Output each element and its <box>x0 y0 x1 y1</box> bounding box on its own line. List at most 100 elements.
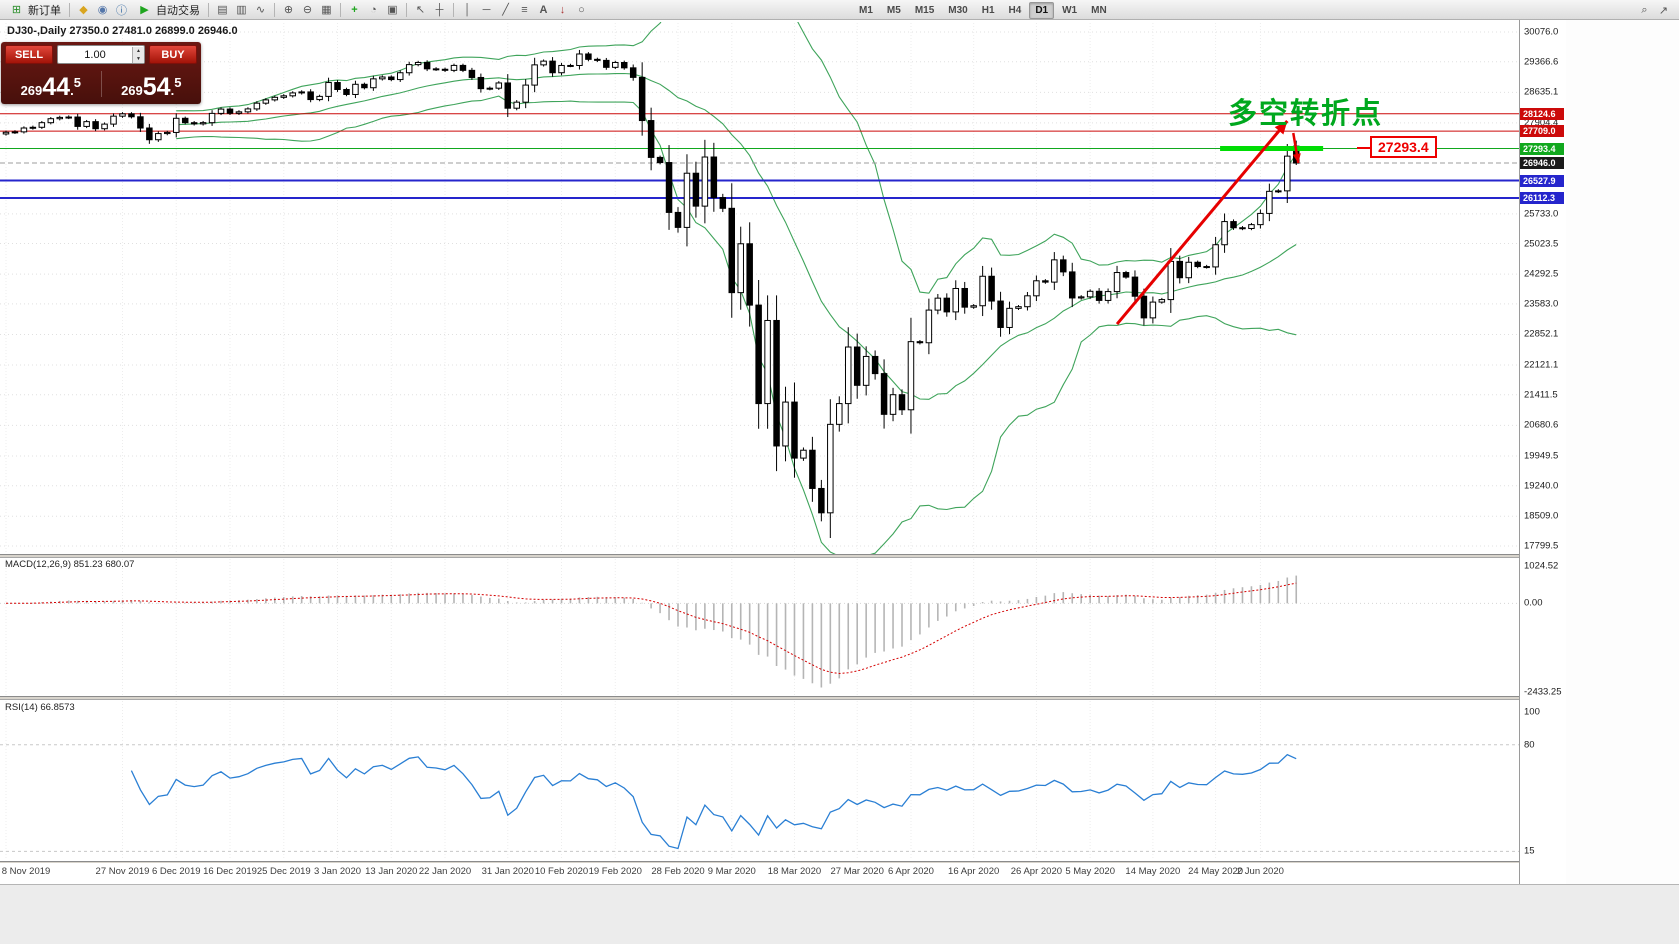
new-order-label: 新订单 <box>28 4 61 17</box>
price-tick-label: 17799.5 <box>1524 540 1559 552</box>
toolbar-separator <box>69 2 70 17</box>
sell-button[interactable]: SELL <box>5 45 53 64</box>
profile-icon[interactable]: ◉ <box>97 4 108 16</box>
period-icon[interactable]: ◔ <box>370 3 377 16</box>
date-label: 24 May 2020 <box>1188 866 1244 877</box>
chart-title-ohlc: DJ30-,Daily 27350.0 27481.0 26899.0 2694… <box>7 25 238 37</box>
timeframe-mn[interactable]: MN <box>1091 4 1107 16</box>
zoom-out-icon[interactable]: ⊖ <box>302 4 313 16</box>
line-chart-icon[interactable]: ∿ <box>255 4 266 16</box>
timeframe-m1[interactable]: M1 <box>859 4 873 16</box>
buy-button[interactable]: BUY <box>149 45 197 64</box>
toolbar-separator <box>340 2 341 17</box>
right-margin <box>1566 20 1679 884</box>
indicators-icon[interactable]: + <box>351 3 358 16</box>
volume-stepper[interactable]: 1.00 ▲ ▼ <box>57 45 145 64</box>
date-label: 18 Mar 2020 <box>767 866 822 877</box>
price-level-label: 26112.3 <box>1520 191 1564 204</box>
date-label: 26 Apr 2020 <box>1010 866 1063 877</box>
pointer-icon[interactable]: ↗ <box>1658 4 1669 17</box>
horizontal-line-icon[interactable]: ─ <box>482 3 491 16</box>
template-icon[interactable]: ▣ <box>387 4 398 16</box>
volume-increase-button[interactable]: ▲ <box>133 46 144 55</box>
volume-input[interactable]: 1.00 <box>84 48 106 61</box>
timeframe-m15[interactable]: M15 <box>914 4 935 16</box>
tile-windows-icon[interactable]: ▦ <box>321 4 332 16</box>
price-level-label: 27709.0 <box>1520 125 1564 138</box>
time-axis-border <box>0 861 1566 863</box>
toolbar-separator <box>274 2 275 17</box>
macd-indicator-label: MACD(12,26,9) 851.23 680.07 <box>5 559 135 570</box>
date-label: 27 Nov 2019 <box>95 866 150 877</box>
timeframe-d1[interactable]: D1 <box>1029 1 1055 19</box>
price-chart[interactable] <box>0 20 1519 884</box>
price-level-label: 26527.9 <box>1520 174 1564 187</box>
current-price-label: 26946.0 <box>1520 157 1564 170</box>
new-order-button[interactable]: ⊞ 新订单 <box>3 1 65 19</box>
volume-decrease-button[interactable]: ▼ <box>133 54 144 63</box>
vertical-line-icon[interactable]: │ <box>464 3 471 16</box>
zoom-in-icon[interactable]: ⊕ <box>283 4 294 16</box>
toolbar-separator <box>406 2 407 17</box>
volume-spinner: ▲ ▼ <box>132 46 144 63</box>
date-label: 6 Apr 2020 <box>887 866 934 877</box>
toolbar-separator <box>208 2 209 17</box>
rsi-scale-label: 100 <box>1524 706 1540 718</box>
news-icon[interactable]: ⓘ <box>116 4 127 17</box>
date-label: 3 Jan 2020 <box>314 866 362 877</box>
rsi-indicator-label: RSI(14) 66.8573 <box>5 702 75 713</box>
mql-community-icon[interactable]: ◆ <box>79 4 88 16</box>
timeframe-group: M1 M5 M15 M30 H1 H4 D1 W1 MN <box>852 1 1114 19</box>
date-label: 22 Jan 2020 <box>418 866 472 877</box>
rsi-scale-label: 80 <box>1524 739 1535 751</box>
timeframe-h4[interactable]: H4 <box>1008 4 1022 16</box>
price-tick-label: 22852.1 <box>1524 328 1559 340</box>
rsi-pane <box>0 744 1519 852</box>
price-tick-label: 20680.6 <box>1524 419 1559 431</box>
date-label: 28 Feb 2020 <box>651 866 705 877</box>
candlestick-chart-icon[interactable]: ▥ <box>236 4 247 16</box>
price-scale-border <box>1519 20 1520 884</box>
date-label: 27 Mar 2020 <box>830 866 884 877</box>
sell-price: 26944.5 <box>20 73 81 101</box>
bar-chart-icon[interactable]: ▤ <box>217 4 228 16</box>
date-label: 6 Dec 2019 <box>151 866 201 877</box>
pane-separator[interactable] <box>0 554 1566 558</box>
text-tool-icon[interactable]: A <box>539 3 548 16</box>
price-divider <box>100 71 102 97</box>
price-callout-label[interactable]: 27293.4 <box>1357 136 1437 158</box>
timeframe-m30[interactable]: M30 <box>948 4 968 16</box>
autotrade-play-icon: ▶ <box>140 4 149 16</box>
price-tick-label: 22121.1 <box>1524 359 1559 371</box>
date-label: 25 Dec 2019 <box>256 866 311 877</box>
price-tick-label: 27904.4 <box>1524 117 1559 129</box>
timeframe-w1[interactable]: W1 <box>1062 4 1078 16</box>
timeframe-m5[interactable]: M5 <box>886 4 901 16</box>
crosshair-icon[interactable]: ┼ <box>435 3 444 16</box>
bollinger-bands <box>176 22 1297 554</box>
price-tick-label: 28635.1 <box>1524 86 1559 98</box>
date-label: 2 Jun 2020 <box>1236 866 1284 877</box>
magnifier-icon[interactable]: ⌕ <box>1641 3 1648 16</box>
trend-arrow <box>1115 120 1301 326</box>
autotrade-button[interactable]: ▶ 自动交易 <box>131 1 204 19</box>
shapes-icon[interactable]: ○ <box>578 3 585 16</box>
date-label: 8 Nov 2019 <box>1 866 51 877</box>
chart-annotation-text[interactable]: 多空转折点 <box>1228 98 1384 130</box>
cursor-icon[interactable]: ↖ <box>415 4 426 16</box>
rsi-scale-label: 15 <box>1524 845 1535 857</box>
fibonacci-icon[interactable]: ≡ <box>521 3 528 16</box>
price-tick-label: 25023.5 <box>1524 238 1559 250</box>
timeframe-h1[interactable]: H1 <box>981 4 995 16</box>
one-click-trading-panel: SELL 1.00 ▲ ▼ BUY 26944.5 26954.5 <box>1 42 201 104</box>
arrow-tool-icon[interactable]: ↓ <box>559 3 566 16</box>
pane-separator[interactable] <box>0 696 1566 700</box>
date-label: 16 Dec 2019 <box>203 866 257 877</box>
macd-pane <box>0 575 1519 688</box>
price-scale[interactable]: 30076.0 29366.6 28635.1 27904.4 25733.0 25023… <box>1520 20 1566 884</box>
price-tick-label: 25733.0 <box>1524 208 1559 220</box>
trendline-icon[interactable]: ╱ <box>502 4 509 16</box>
toolbar-right-group: ⌕ ↗ <box>1635 2 1673 18</box>
macd-scale-label: 1024.52 <box>1524 560 1559 572</box>
